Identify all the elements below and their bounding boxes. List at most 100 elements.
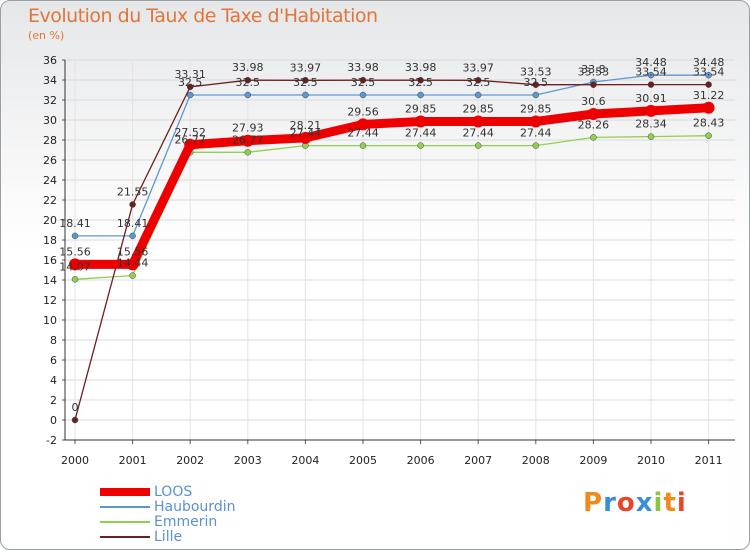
- data-point-haubourdin: [474, 91, 482, 99]
- data-point-loos: [702, 101, 715, 114]
- logo-letter: r: [603, 488, 617, 518]
- data-label-loos: 29.85: [520, 103, 552, 116]
- data-label-loos: 27.52: [174, 126, 206, 139]
- data-label-lille: 33.98: [405, 61, 437, 74]
- data-point-emmerin: [474, 142, 482, 149]
- data-point-lille: [129, 201, 136, 208]
- data-label-emmerin: 26.77: [174, 133, 206, 146]
- data-point-loos: [645, 104, 657, 117]
- x-tick-label: 2011: [695, 454, 723, 467]
- logo-letter: x: [635, 488, 654, 518]
- data-label-lille: 33.97: [462, 61, 494, 74]
- data-label-lille: 33.53: [578, 66, 610, 79]
- data-label-haubourdin: 32.5: [293, 76, 318, 89]
- data-point-loos: [357, 118, 369, 131]
- data-label-emmerin: 27.44: [290, 127, 322, 140]
- y-tick-label: 24: [43, 174, 57, 187]
- data-label-loos: 15.56: [117, 245, 149, 258]
- data-label-emmerin: 27.44: [520, 127, 552, 140]
- data-label-haubourdin: 18.41: [59, 217, 91, 230]
- y-tick-label: 34: [43, 74, 57, 87]
- data-label-haubourdin: 32.5: [178, 76, 203, 89]
- y-tick-label: 20: [43, 214, 57, 227]
- legend-swatch-emmerin: [100, 521, 150, 523]
- data-label-loos: 15.56: [59, 245, 91, 258]
- data-label-haubourdin: 34.48: [693, 56, 725, 69]
- x-tick-label: 2010: [637, 454, 665, 467]
- data-point-emmerin: [417, 142, 424, 149]
- y-tick-label: 36: [43, 54, 57, 67]
- data-point-loos: [69, 258, 81, 271]
- y-tick-label: 18: [43, 234, 57, 247]
- data-point-loos: [414, 115, 427, 128]
- legend-label-lille: Lille: [154, 529, 183, 545]
- data-point-haubourdin: [186, 91, 194, 99]
- series-line-haubourdin: [74, 74, 710, 237]
- data-label-emmerin: 26.77: [232, 133, 264, 146]
- x-tick-label: 2006: [407, 454, 435, 467]
- proxiti-logo: Proxiti: [583, 488, 687, 518]
- data-point-lille: [71, 416, 79, 424]
- y-tick-label: 28: [43, 134, 57, 147]
- data-point-loos: [126, 258, 139, 271]
- data-label-lille: 33.54: [635, 66, 667, 79]
- data-point-lille: [244, 76, 252, 84]
- logo-letter: i: [676, 488, 687, 518]
- logo-letter: i: [653, 488, 664, 518]
- data-point-lille: [647, 81, 655, 88]
- legend-swatch-lille: [100, 536, 150, 538]
- data-label-lille: 21.55: [117, 186, 149, 199]
- data-point-emmerin: [129, 272, 136, 279]
- data-label-emmerin: 14.07: [59, 260, 91, 273]
- data-point-lille: [705, 81, 712, 88]
- data-point-haubourdin: [532, 91, 540, 99]
- data-label-lille: 33.97: [290, 61, 322, 74]
- data-label-haubourdin: 32.5: [466, 76, 491, 89]
- data-label-emmerin: 27.44: [462, 127, 494, 140]
- data-label-loos: 29.85: [462, 103, 494, 116]
- data-point-lille: [359, 76, 367, 84]
- series-line-loos: [70, 103, 714, 269]
- data-label-loos: 29.85: [405, 103, 437, 116]
- x-tick-label: 2002: [176, 454, 204, 467]
- data-point-emmerin: [705, 132, 712, 139]
- data-point-haubourdin: [417, 91, 424, 99]
- data-label-lille: 33.98: [232, 61, 264, 74]
- data-point-emmerin: [359, 142, 367, 149]
- data-point-haubourdin: [129, 232, 136, 240]
- data-label-lille: 33.53: [520, 66, 552, 79]
- data-label-loos: 30.91: [635, 92, 667, 105]
- data-point-haubourdin: [244, 91, 252, 99]
- data-label-loos: 27.93: [232, 122, 264, 135]
- chart-title: Evolution du Taux de Taxe d'Habitation: [28, 5, 378, 27]
- y-tick-label: 0: [50, 414, 57, 427]
- x-tick-label: 2000: [61, 454, 89, 467]
- x-tick-label: 2001: [119, 454, 147, 467]
- data-label-loos: 29.56: [347, 105, 379, 118]
- x-tick-label: 2004: [291, 454, 319, 467]
- data-point-loos: [241, 134, 254, 147]
- data-label-emmerin: 28.26: [578, 118, 610, 131]
- data-point-haubourdin: [705, 71, 712, 79]
- data-label-lille: 0: [72, 401, 79, 414]
- series-line-emmerin: [74, 135, 710, 280]
- data-label-loos: 28.21: [290, 119, 322, 132]
- x-tick-label: 2003: [234, 454, 262, 467]
- data-label-emmerin: 28.34: [635, 118, 667, 131]
- data-point-emmerin: [590, 134, 597, 141]
- data-label-haubourdin: 32.5: [408, 76, 433, 89]
- y-tick-label: 6: [50, 354, 57, 367]
- data-point-lille: [417, 76, 424, 84]
- data-label-emmerin: 27.44: [347, 127, 379, 140]
- x-tick-label: 2007: [464, 454, 492, 467]
- data-point-loos: [299, 131, 312, 144]
- data-point-lille: [474, 77, 482, 84]
- data-point-loos: [587, 108, 600, 120]
- data-point-lille: [302, 77, 309, 84]
- x-tick-label: 2008: [522, 454, 550, 467]
- series-line-lille: [74, 79, 710, 421]
- y-tick-label: 8: [50, 334, 57, 347]
- data-label-emmerin: 28.43: [693, 117, 725, 130]
- legend-label-loos: LOOS: [154, 484, 193, 500]
